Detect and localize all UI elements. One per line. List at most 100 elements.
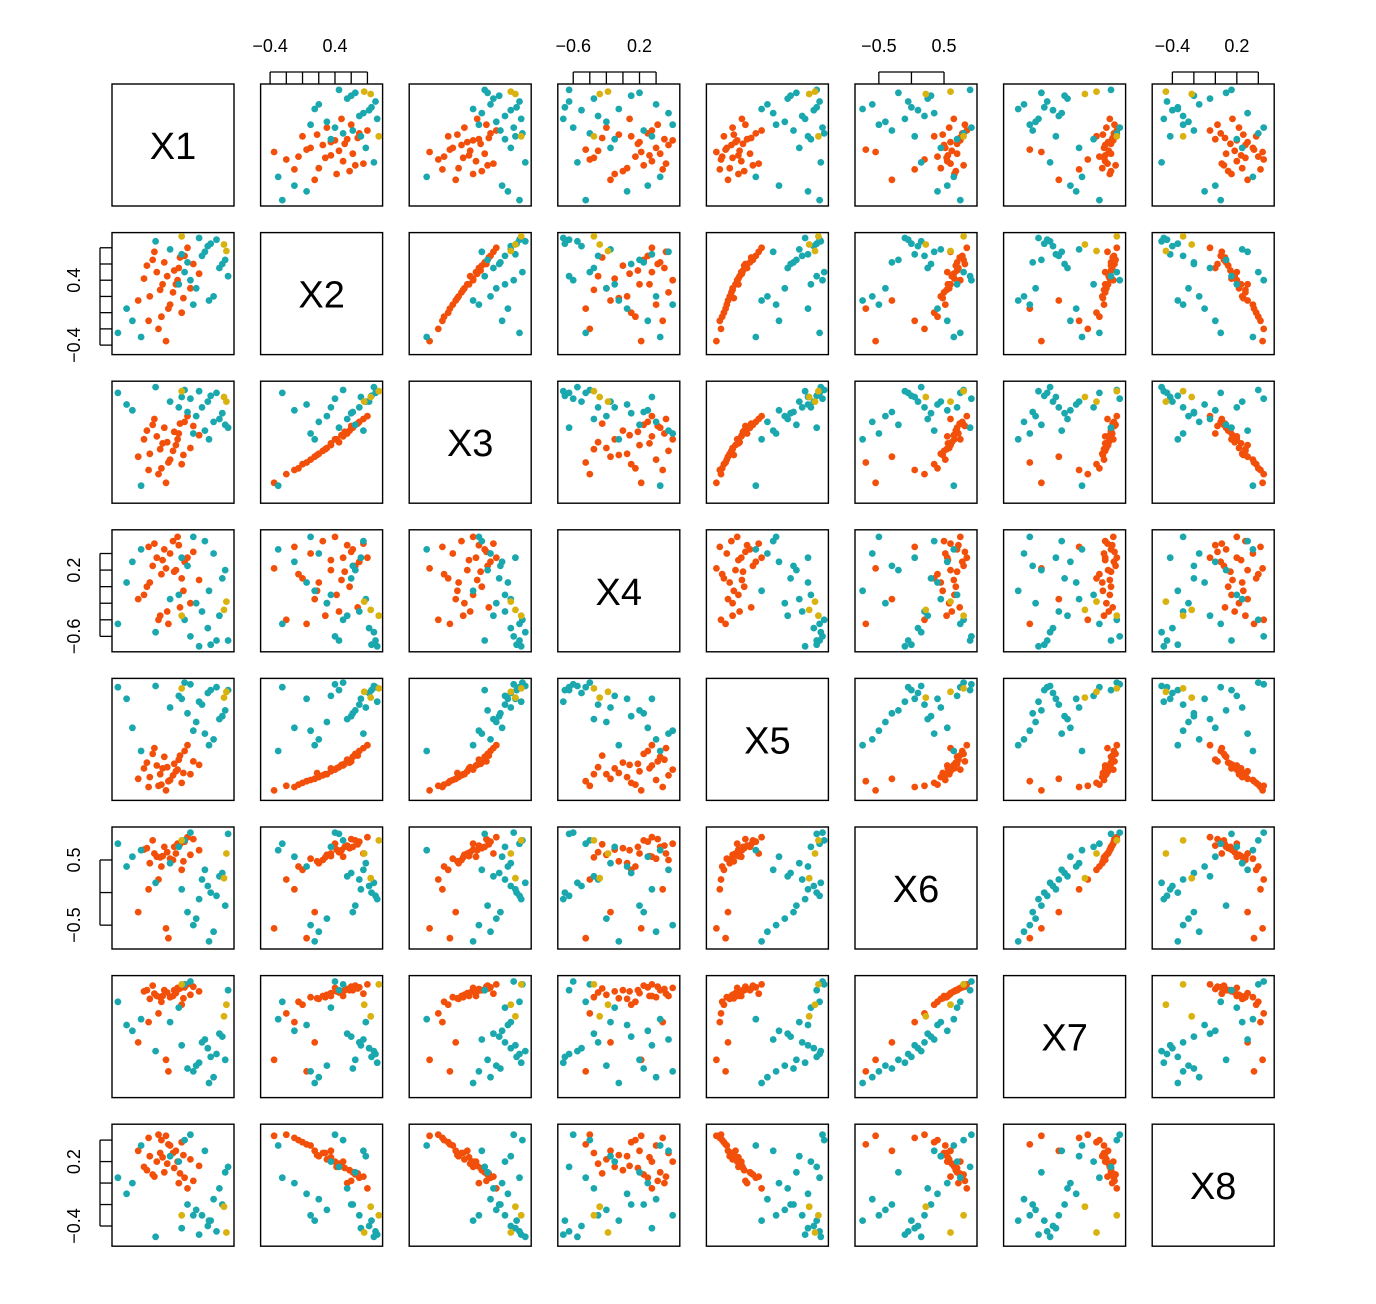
scatter-point bbox=[184, 244, 191, 252]
scatter-point bbox=[490, 248, 497, 256]
scatter-point bbox=[490, 264, 497, 272]
scatter-point bbox=[819, 124, 826, 131]
scatter-point bbox=[360, 427, 367, 434]
scatter-point bbox=[360, 1229, 368, 1236]
scatter-point bbox=[184, 741, 191, 749]
scatter-point bbox=[498, 724, 506, 732]
scatter-point bbox=[507, 1152, 515, 1160]
scatter-point bbox=[755, 415, 763, 423]
scatter-point bbox=[170, 986, 178, 994]
scatter-point bbox=[166, 398, 174, 405]
scatter-point bbox=[459, 154, 467, 162]
scatter-point bbox=[490, 160, 497, 168]
scatter-point bbox=[888, 1039, 896, 1046]
scatter-point bbox=[801, 895, 809, 903]
scatter-point bbox=[623, 1152, 631, 1160]
scatter-point bbox=[223, 247, 230, 255]
scatter-point bbox=[1163, 637, 1171, 644]
scatter-point bbox=[729, 124, 736, 131]
scatter-point bbox=[908, 1217, 915, 1224]
scatter-point bbox=[859, 1079, 866, 1087]
scatter-point bbox=[152, 1047, 160, 1055]
scatter-point bbox=[184, 1185, 191, 1192]
scatter-point bbox=[1222, 421, 1230, 429]
scatter-point bbox=[636, 280, 643, 288]
scatter-point bbox=[793, 89, 800, 97]
scatter-point bbox=[590, 132, 598, 140]
scatter-point bbox=[1081, 1203, 1089, 1211]
scatter-point bbox=[1038, 256, 1045, 264]
scatter-point bbox=[1020, 550, 1028, 557]
scatter-point bbox=[807, 1158, 815, 1165]
scatter-point bbox=[1238, 704, 1246, 711]
scatter-point bbox=[155, 325, 162, 333]
scatter-point bbox=[1160, 895, 1168, 903]
scatter-point bbox=[895, 256, 902, 264]
scatter-point bbox=[652, 418, 660, 426]
scatter-point bbox=[669, 984, 677, 992]
scatter-point bbox=[166, 595, 174, 603]
scatter-point bbox=[512, 132, 519, 140]
scatter-point bbox=[565, 686, 573, 694]
scatter-point bbox=[165, 305, 172, 312]
scatter-point bbox=[469, 938, 477, 945]
scatter-point bbox=[934, 188, 941, 195]
left-tick-label: −0.5 bbox=[64, 907, 84, 943]
scatter-point bbox=[747, 134, 755, 142]
scatter-point bbox=[740, 167, 748, 175]
scatter-point bbox=[963, 412, 971, 420]
scatter-point bbox=[510, 276, 518, 284]
scatter-point bbox=[930, 427, 938, 434]
scatter-point bbox=[475, 727, 483, 735]
scatter-point bbox=[565, 1163, 573, 1171]
scatter-point bbox=[1055, 176, 1063, 184]
scatter-point bbox=[769, 1036, 777, 1043]
scatter-point bbox=[143, 759, 151, 766]
top-tick-label: −0.6 bbox=[555, 36, 591, 56]
scatter-point bbox=[1190, 869, 1198, 877]
scatter-point bbox=[960, 562, 967, 570]
scatter-point bbox=[1217, 130, 1225, 137]
scatter-point bbox=[717, 876, 725, 883]
scatter-point bbox=[368, 103, 375, 111]
scatter-point bbox=[1020, 736, 1028, 743]
scatter-point bbox=[1035, 234, 1042, 242]
scatter-point bbox=[795, 398, 803, 405]
top-tick-label: 0.2 bbox=[627, 36, 652, 56]
scatter-point bbox=[805, 90, 813, 98]
scatter-point bbox=[1052, 695, 1060, 703]
scatter-point bbox=[1195, 550, 1203, 557]
scatter-point bbox=[811, 88, 819, 95]
scatter-point bbox=[1101, 765, 1109, 772]
scatter-point bbox=[862, 305, 870, 312]
scatter-point bbox=[114, 998, 122, 1006]
scatter-point bbox=[1014, 587, 1022, 595]
scatter-point bbox=[1217, 998, 1225, 1006]
scatter-point bbox=[512, 606, 519, 614]
scatter-point bbox=[790, 562, 797, 570]
scatter-point bbox=[299, 1001, 306, 1009]
scatter-point bbox=[665, 772, 672, 779]
scatter-point bbox=[213, 1228, 220, 1235]
scatter-point bbox=[590, 1211, 598, 1219]
scatter-point bbox=[201, 248, 209, 256]
scatter-point bbox=[440, 570, 448, 578]
scatter-point bbox=[914, 106, 922, 114]
scatter-point bbox=[323, 124, 331, 131]
scatter-point bbox=[1040, 889, 1048, 896]
scatter-point bbox=[921, 1211, 928, 1219]
scatter-point bbox=[365, 624, 373, 632]
scatter-point bbox=[758, 297, 765, 304]
scatter-point bbox=[360, 160, 367, 168]
scatter-point bbox=[724, 297, 732, 304]
scatter-point bbox=[722, 1141, 729, 1148]
scatter-point bbox=[1107, 637, 1115, 644]
scatter-point bbox=[349, 562, 357, 570]
scatter-point bbox=[278, 389, 286, 397]
scatter-point bbox=[930, 1036, 938, 1043]
scatter-point bbox=[123, 695, 130, 703]
scatter-point bbox=[129, 558, 136, 566]
scatter-point bbox=[321, 854, 329, 861]
scatter-point bbox=[729, 445, 736, 453]
scatter-point bbox=[1190, 1065, 1198, 1072]
